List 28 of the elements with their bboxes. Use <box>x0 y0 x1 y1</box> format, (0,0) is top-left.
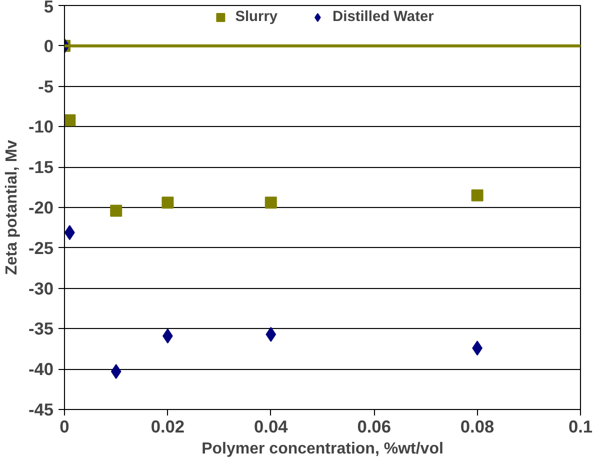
point <box>264 196 277 209</box>
y-tick-label: -25 <box>28 238 54 258</box>
point <box>266 326 276 342</box>
y-tick-label: 0 <box>44 36 54 56</box>
x-tick-label: 0.1 <box>568 416 593 436</box>
y-tick-label: -5 <box>38 76 54 96</box>
y-tick-label: -35 <box>28 318 54 339</box>
x-tick-label: 0.02 <box>150 416 185 436</box>
point <box>110 204 122 217</box>
y-tick-label: -15 <box>28 157 54 178</box>
y-tick-label: -10 <box>28 116 54 137</box>
legend-label: Slurry <box>235 9 278 25</box>
legend-label: Distilled Water <box>332 9 434 25</box>
x-tick-label: 0.08 <box>460 416 495 436</box>
x-tick-label: 0.04 <box>254 416 288 436</box>
point <box>110 364 122 380</box>
point <box>471 189 484 202</box>
x-tick-label: 0.06 <box>357 416 392 436</box>
y-tick-label: 5 <box>44 0 54 16</box>
y-tick-label: -20 <box>28 198 54 218</box>
point <box>64 114 76 126</box>
point <box>162 196 174 209</box>
x-tick-label: 0 <box>60 416 70 436</box>
x-axis-title: Polymer concentration, %wt/vol <box>202 440 444 458</box>
y-tick-label: -30 <box>28 278 54 298</box>
y-axis-title: Zeta potantial, Mv <box>3 140 20 276</box>
y-tick-label: -45 <box>28 400 54 420</box>
y-tick-label: -40 <box>28 359 54 380</box>
